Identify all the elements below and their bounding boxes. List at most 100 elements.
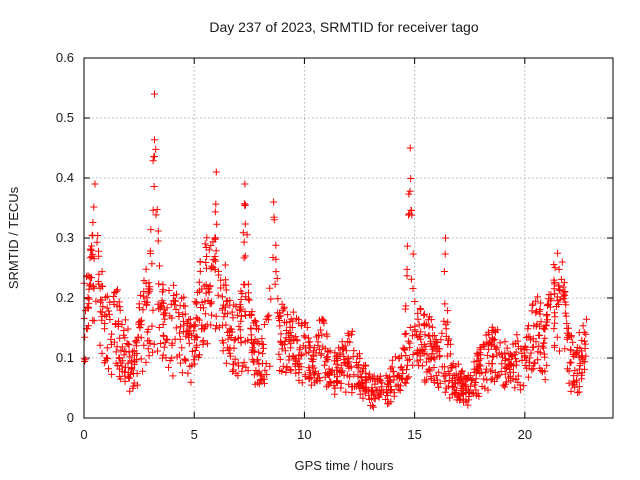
- data-point: [295, 366, 303, 374]
- data-point: [180, 328, 188, 336]
- data-point: [84, 294, 92, 301]
- data-point: [456, 396, 464, 404]
- data-point: [270, 198, 278, 206]
- data-point: [114, 320, 122, 328]
- data-point: [150, 152, 158, 160]
- data-point: [509, 340, 517, 348]
- data-point: [306, 342, 314, 350]
- data-point: [553, 333, 561, 341]
- data-point: [385, 377, 393, 385]
- data-point: [176, 329, 183, 337]
- data-point: [413, 357, 421, 365]
- data-point: [438, 363, 446, 371]
- data-point: [128, 366, 136, 374]
- data-point: [406, 144, 414, 152]
- data-point: [437, 336, 445, 344]
- data-point: [488, 360, 496, 368]
- data-point: [321, 361, 328, 369]
- data-point: [513, 331, 521, 339]
- data-point: [444, 382, 452, 390]
- data-point: [230, 336, 238, 344]
- data-point: [542, 321, 550, 329]
- data-point: [393, 373, 401, 381]
- data-point: [211, 208, 219, 216]
- data-point: [196, 267, 204, 275]
- data-point: [328, 366, 336, 374]
- data-point: [129, 382, 137, 390]
- data-point: [168, 339, 176, 347]
- data-point: [142, 358, 150, 366]
- data-point: [402, 352, 410, 359]
- data-point: [237, 339, 245, 347]
- data-point: [301, 371, 309, 379]
- data-point: [212, 247, 220, 255]
- data-point: [124, 325, 132, 333]
- data-point: [239, 229, 247, 237]
- data-point: [488, 323, 496, 331]
- data-point: [567, 333, 575, 341]
- data-point: [192, 333, 200, 341]
- data-point: [467, 382, 475, 390]
- data-point: [332, 360, 340, 368]
- y-axis-label: SRMTID / TECUs: [6, 186, 21, 289]
- data-point: [139, 367, 147, 375]
- data-point: [513, 358, 521, 366]
- data-point: [90, 203, 98, 211]
- data-point: [160, 299, 167, 307]
- data-point: [281, 337, 289, 345]
- data-point: [344, 354, 352, 362]
- data-point: [359, 394, 367, 402]
- data-point: [566, 359, 574, 367]
- data-point: [506, 368, 514, 376]
- data-point: [151, 90, 158, 98]
- data-point: [289, 317, 297, 325]
- data-point: [534, 293, 542, 301]
- data-point: [206, 283, 214, 291]
- data-point: [375, 393, 383, 401]
- data-point: [270, 216, 278, 224]
- data-point: [446, 394, 454, 402]
- data-point: [110, 293, 118, 300]
- data-point: [126, 353, 134, 361]
- data-point: [301, 333, 309, 341]
- data-point: [120, 347, 128, 355]
- data-point: [281, 318, 288, 326]
- data-point: [499, 353, 506, 361]
- data-point: [223, 297, 231, 305]
- data-point: [154, 300, 162, 308]
- data-point: [324, 356, 332, 364]
- data-point: [452, 386, 460, 394]
- data-point: [229, 368, 237, 375]
- data-point: [305, 373, 313, 381]
- data-point: [282, 369, 290, 376]
- data-point: [449, 360, 457, 368]
- data-point: [131, 358, 139, 366]
- plot-frame: [83, 57, 614, 419]
- data-point: [554, 249, 562, 257]
- data-point: [428, 350, 436, 358]
- data-point: [473, 349, 481, 357]
- data-point: [409, 332, 416, 340]
- data-point: [426, 313, 433, 321]
- data-point: [573, 344, 581, 351]
- data-point: [178, 344, 186, 352]
- data-point: [85, 295, 93, 303]
- data-point: [419, 362, 426, 370]
- data-point: [310, 364, 318, 372]
- data-point: [420, 311, 428, 319]
- data-point: [476, 349, 484, 357]
- data-point: [397, 364, 405, 372]
- data-point: [122, 316, 129, 324]
- data-point: [149, 306, 157, 314]
- data-point: [149, 206, 157, 214]
- data-point: [276, 322, 284, 330]
- data-point: [418, 341, 426, 349]
- data-point: [323, 383, 331, 391]
- data-point: [327, 378, 335, 386]
- data-point: [285, 356, 293, 364]
- data-point: [126, 387, 134, 395]
- data-point: [552, 303, 560, 310]
- data-point: [199, 325, 207, 333]
- data-point: [170, 281, 178, 289]
- data-point: [276, 355, 284, 363]
